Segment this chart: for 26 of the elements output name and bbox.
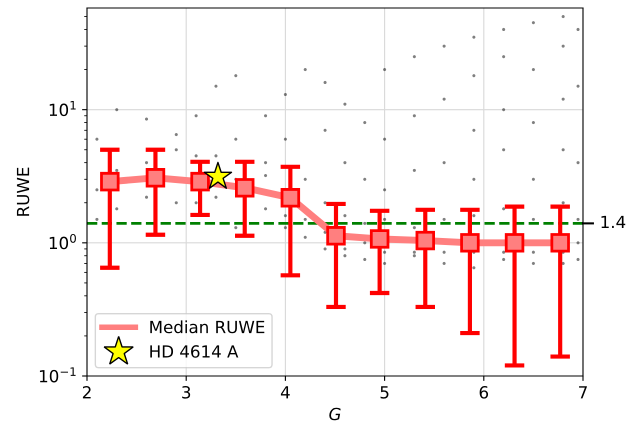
point [326,226,346,246]
x-axis-title: G [329,408,341,420]
x-tick-label: 5 [380,386,388,399]
legend-label: HD 4614 A [150,345,238,358]
legend-label: Median RUWE [150,320,264,334]
y-tick-label: 10$^{1}$ [50,100,76,116]
point [460,233,480,253]
y-axis-title: RUWE [16,168,30,216]
x-tick-label: 7 [579,386,587,398]
point [280,188,300,208]
x-tick-label: 6 [480,386,488,399]
point [416,230,435,250]
point [550,233,570,253]
point [204,162,232,189]
point [235,178,254,198]
x-tick-label: 2 [82,386,91,398]
ref-line-label: 1.4 [601,216,626,228]
x-tick-label: 3 [182,386,190,399]
point [190,172,210,192]
point [370,229,390,249]
point [100,172,120,192]
point [146,168,166,188]
x-tick-label: 4 [280,386,290,398]
y-tick-label: 10$^{−1}$ [40,367,76,382]
y-tick-label: 10$^{0}$ [50,234,76,250]
point [504,233,524,253]
